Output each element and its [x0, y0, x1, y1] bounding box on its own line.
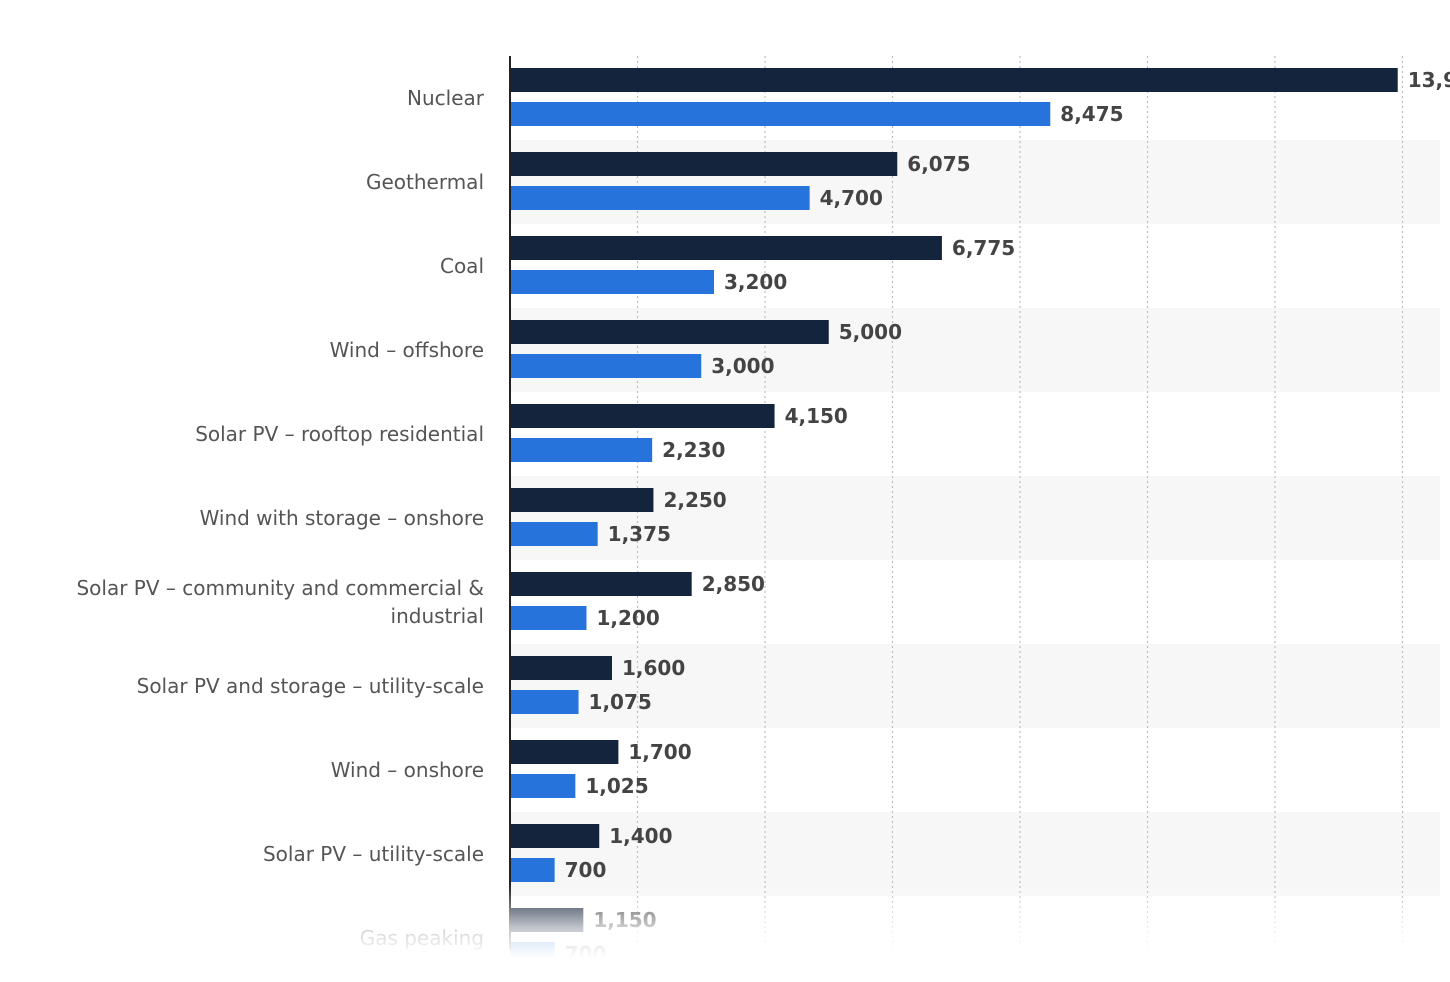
bar[interactable]: [510, 68, 1398, 92]
bar[interactable]: [510, 354, 702, 378]
value-label: 4,150: [785, 404, 848, 428]
category-label: Wind with storage – onshore: [200, 506, 484, 530]
value-label: 1,075: [589, 690, 652, 714]
value-label: 13,925: [1408, 68, 1450, 92]
value-label: 1,700: [628, 740, 691, 764]
value-label: 1,600: [622, 656, 685, 680]
row-band: [510, 812, 1440, 896]
value-label: 1,375: [608, 522, 671, 546]
category-label: Wind – onshore: [331, 758, 484, 782]
category-labels: Nuclear Geothermal Coal Wind – offshore Sola…: [76, 86, 484, 950]
bar[interactable]: [510, 270, 714, 294]
gridlines: [636, 56, 1404, 950]
bar[interactable]: [510, 606, 587, 630]
bar[interactable]: [510, 572, 692, 596]
category-label: Geothermal: [366, 170, 484, 194]
value-label: 6,075: [907, 152, 970, 176]
bar[interactable]: [510, 320, 829, 344]
row-band: [510, 644, 1440, 728]
bar[interactable]: [510, 908, 584, 932]
value-label: 4,700: [820, 186, 883, 210]
bar[interactable]: [510, 404, 775, 428]
bar[interactable]: [510, 186, 810, 210]
value-label: 1,400: [609, 824, 672, 848]
category-label: industrial: [391, 604, 484, 628]
category-label: Solar PV – utility-scale: [263, 842, 484, 866]
bar[interactable]: [510, 438, 653, 462]
value-label: 700: [565, 858, 607, 882]
bar[interactable]: [510, 152, 898, 176]
row-band: [510, 476, 1440, 560]
value-label: 3,000: [711, 354, 774, 378]
bar[interactable]: [510, 942, 555, 966]
value-label: 2,850: [702, 572, 765, 596]
category-label: Solar PV and storage – utility-scale: [137, 674, 484, 698]
bar[interactable]: [510, 102, 1051, 126]
bar[interactable]: [510, 858, 555, 882]
value-label: 1,025: [585, 774, 648, 798]
category-label: Nuclear: [407, 86, 485, 110]
bars: [510, 68, 1398, 966]
bar[interactable]: [510, 488, 654, 512]
bar[interactable]: [510, 740, 619, 764]
value-label: 1,200: [597, 606, 660, 630]
bar[interactable]: [510, 824, 600, 848]
category-label: Solar PV – rooftop residential: [195, 422, 484, 446]
bar[interactable]: [510, 522, 598, 546]
category-label: Solar PV – community and commercial &: [76, 576, 484, 600]
value-label: 2,250: [663, 488, 726, 512]
value-label: 3,200: [724, 270, 787, 294]
bar[interactable]: [510, 656, 612, 680]
value-label: 700: [565, 942, 607, 966]
row-bands: [510, 140, 1440, 896]
value-label: 8,475: [1060, 102, 1123, 126]
value-label: 5,000: [839, 320, 902, 344]
value-label: 2,230: [662, 438, 725, 462]
value-label: 1,150: [593, 908, 656, 932]
bar[interactable]: [510, 236, 942, 260]
category-label: Gas peaking: [360, 926, 484, 950]
bar[interactable]: [510, 774, 576, 798]
bar[interactable]: [510, 690, 579, 714]
value-label: 6,775: [952, 236, 1015, 260]
category-label: Coal: [440, 254, 484, 278]
category-label: Wind – offshore: [330, 338, 484, 362]
